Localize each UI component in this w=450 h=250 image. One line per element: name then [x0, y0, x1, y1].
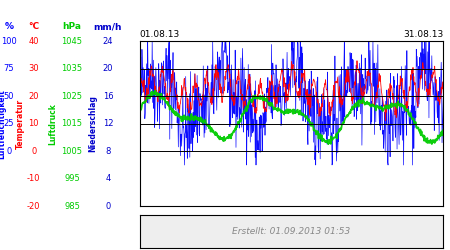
Text: 8: 8 — [105, 147, 111, 156]
Text: 12: 12 — [103, 119, 113, 128]
Text: Niederschlag: Niederschlag — [88, 95, 97, 152]
Text: Temperatur: Temperatur — [16, 99, 25, 149]
Text: 0: 0 — [6, 147, 12, 156]
Text: 995: 995 — [64, 174, 80, 183]
Text: 1015: 1015 — [62, 119, 82, 128]
Text: 0: 0 — [105, 202, 111, 211]
Text: -20: -20 — [27, 202, 40, 211]
Text: 1045: 1045 — [62, 37, 82, 46]
Text: 25: 25 — [4, 119, 14, 128]
Text: %: % — [4, 22, 13, 31]
Text: 1005: 1005 — [62, 147, 82, 156]
Text: -10: -10 — [27, 174, 40, 183]
Text: 4: 4 — [105, 174, 111, 183]
Text: 50: 50 — [4, 92, 14, 101]
Text: 75: 75 — [4, 64, 14, 73]
Text: hPa: hPa — [63, 22, 81, 31]
Text: 1035: 1035 — [62, 64, 82, 73]
Text: 0: 0 — [31, 147, 36, 156]
Text: 40: 40 — [28, 37, 39, 46]
Text: 10: 10 — [28, 119, 39, 128]
Text: 100: 100 — [1, 37, 17, 46]
Text: 24: 24 — [103, 37, 113, 46]
Text: 20: 20 — [103, 64, 113, 73]
Text: mm/h: mm/h — [94, 22, 122, 31]
Text: 985: 985 — [64, 202, 80, 211]
Text: Luftfeuchtigkeit: Luftfeuchtigkeit — [0, 89, 6, 159]
Text: 1025: 1025 — [62, 92, 82, 101]
Text: 30: 30 — [28, 64, 39, 73]
Text: Luftdruck: Luftdruck — [49, 103, 58, 145]
Text: 20: 20 — [28, 92, 39, 101]
Text: Erstellt: 01.09.2013 01:53: Erstellt: 01.09.2013 01:53 — [232, 227, 351, 236]
Text: °C: °C — [28, 22, 39, 31]
Text: 16: 16 — [103, 92, 113, 101]
Text: 01.08.13: 01.08.13 — [140, 30, 180, 39]
Text: 31.08.13: 31.08.13 — [403, 30, 443, 39]
